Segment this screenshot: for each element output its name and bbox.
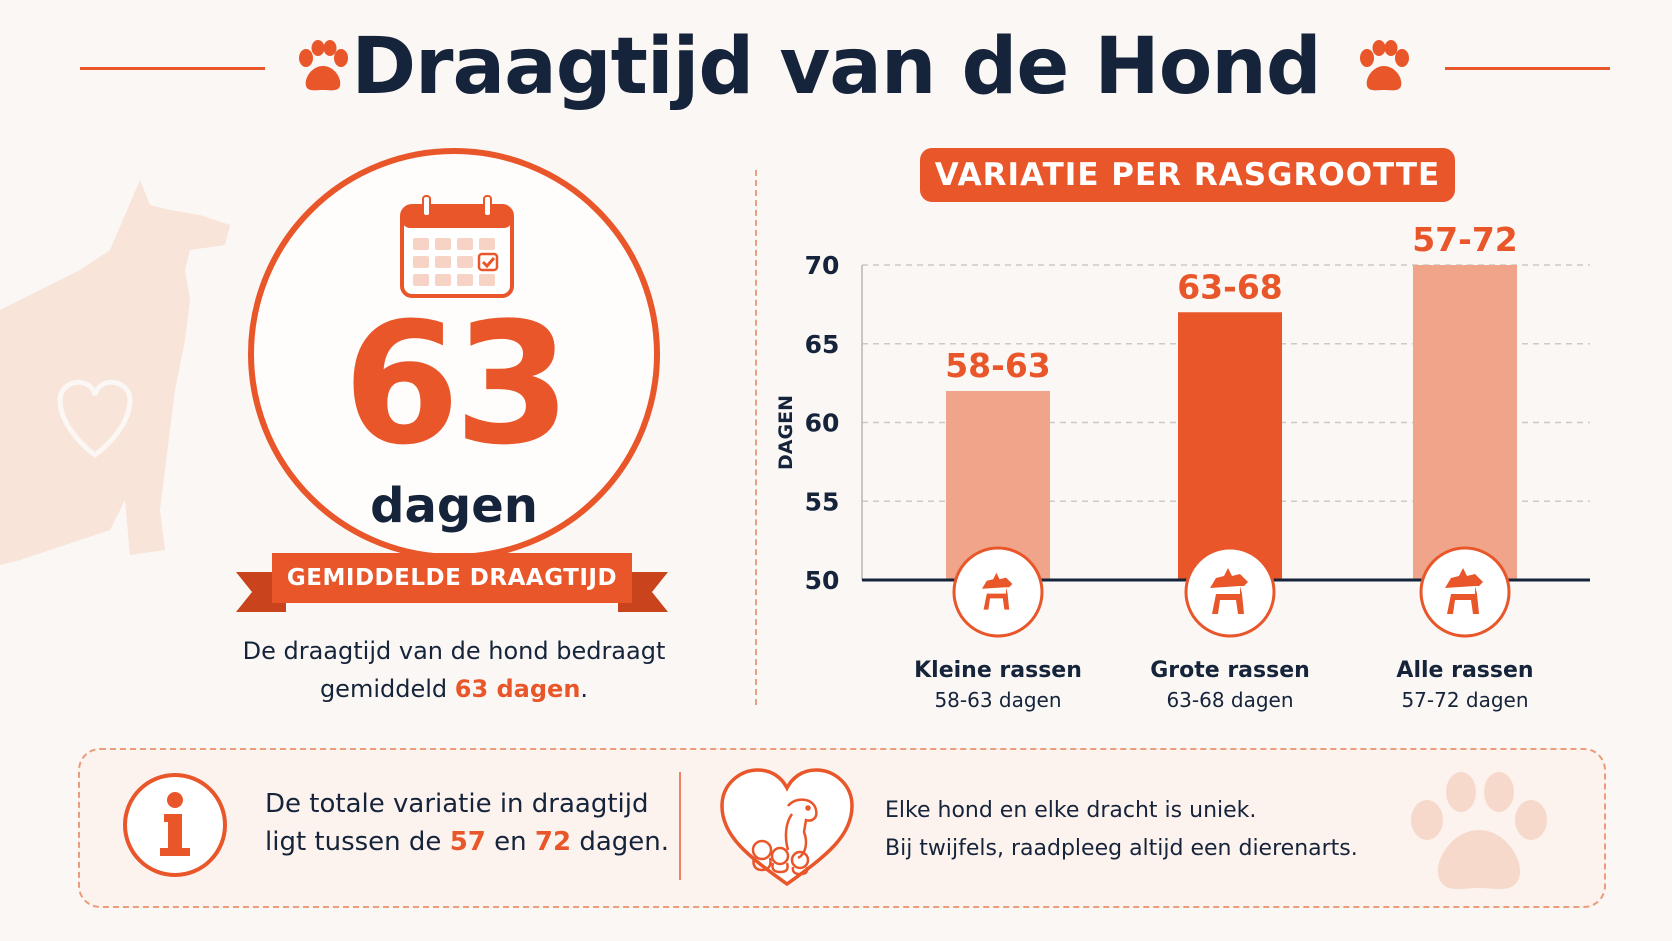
info-line-1: De totale variatie in draagtijd xyxy=(265,789,649,819)
x-category-label: Grote rassen xyxy=(1150,658,1310,683)
section-divider xyxy=(755,170,757,705)
average-days-number: 63 xyxy=(343,286,571,482)
x-category-subtitle: 57-72 dagen xyxy=(1401,688,1528,712)
bar-value-label: 63-68 xyxy=(1177,267,1283,306)
dog-badge-circle xyxy=(1184,546,1276,638)
large-dog-icon xyxy=(1210,568,1248,614)
bar-value-label: 57-72 xyxy=(1412,220,1518,259)
chart-title-badge: VARIATIE PER RASGROOTTE xyxy=(920,148,1455,202)
dog-silhouette-icon xyxy=(0,180,230,565)
average-days-unit: dagen xyxy=(370,478,538,534)
calendar-icon xyxy=(400,195,514,298)
summary-description: De draagtijd van de hond bedraagt gemidd… xyxy=(200,632,708,708)
x-category-subtitle: 58-63 dagen xyxy=(934,688,1061,712)
desc-highlight: 63 dagen xyxy=(454,675,581,703)
info-separator xyxy=(679,772,681,880)
small-dog-icon xyxy=(982,572,1013,610)
heart-dogs-icon xyxy=(720,768,854,887)
bar xyxy=(1413,265,1517,580)
dog-badge-circle xyxy=(1419,546,1511,638)
dog-icon xyxy=(1445,568,1483,614)
x-category-label: Kleine rassen xyxy=(914,658,1082,683)
y-tick-label: 70 xyxy=(805,251,840,280)
bar-chart: 50 55 60 65 70 DAGEN 58-63 63-68 57-72 Kleine ras… xyxy=(775,220,1590,712)
page-title: Draagtijd van de Hond xyxy=(351,22,1321,112)
y-tick-label: 65 xyxy=(805,330,840,359)
paw-icon xyxy=(1360,40,1409,91)
description-line-1: De draagtijd van de hond bedraagt xyxy=(242,637,666,665)
x-category-subtitle: 63-68 dagen xyxy=(1166,688,1293,712)
desc-pre: gemiddeld xyxy=(319,675,455,703)
y-axis-label: DAGEN xyxy=(775,395,797,470)
y-tick-label: 50 xyxy=(805,566,840,595)
info-line-2: ligt tussen de 57 en 72 dagen. xyxy=(265,823,685,861)
paw-watermark-icon xyxy=(1411,772,1547,890)
y-tick-label: 55 xyxy=(805,487,840,516)
average-ribbon: GEMIDDELDE DRAAGTIJD xyxy=(272,553,632,603)
variation-info: De totale variatie in draagtijd ligt tus… xyxy=(265,785,685,861)
title-line-left xyxy=(80,67,265,70)
y-tick-label: 60 xyxy=(805,409,840,438)
info-post: dagen. xyxy=(571,827,670,857)
x-category-label: Alle rassen xyxy=(1396,658,1533,683)
bar-value-label: 58-63 xyxy=(945,346,1051,385)
info-pre: ligt tussen de xyxy=(265,827,450,857)
info-max: 72 xyxy=(534,827,572,857)
description-line-2: gemiddeld 63 dagen. xyxy=(200,670,708,708)
bar xyxy=(1178,312,1282,580)
title-line-right xyxy=(1445,67,1610,70)
info-icon xyxy=(123,773,227,877)
dog-badge-circle xyxy=(952,546,1044,638)
tip-line-2: Bij twijfels, raadpleeg altijd een diere… xyxy=(885,836,1358,861)
info-mid: en xyxy=(485,827,535,857)
desc-post: . xyxy=(580,675,589,703)
tip-line-1: Elke hond en elke dracht is uniek. xyxy=(885,798,1257,823)
paw-icon xyxy=(299,40,348,91)
vet-advice: Elke hond en elke dracht is uniek. Bij t… xyxy=(885,792,1445,868)
info-min: 57 xyxy=(449,827,486,857)
